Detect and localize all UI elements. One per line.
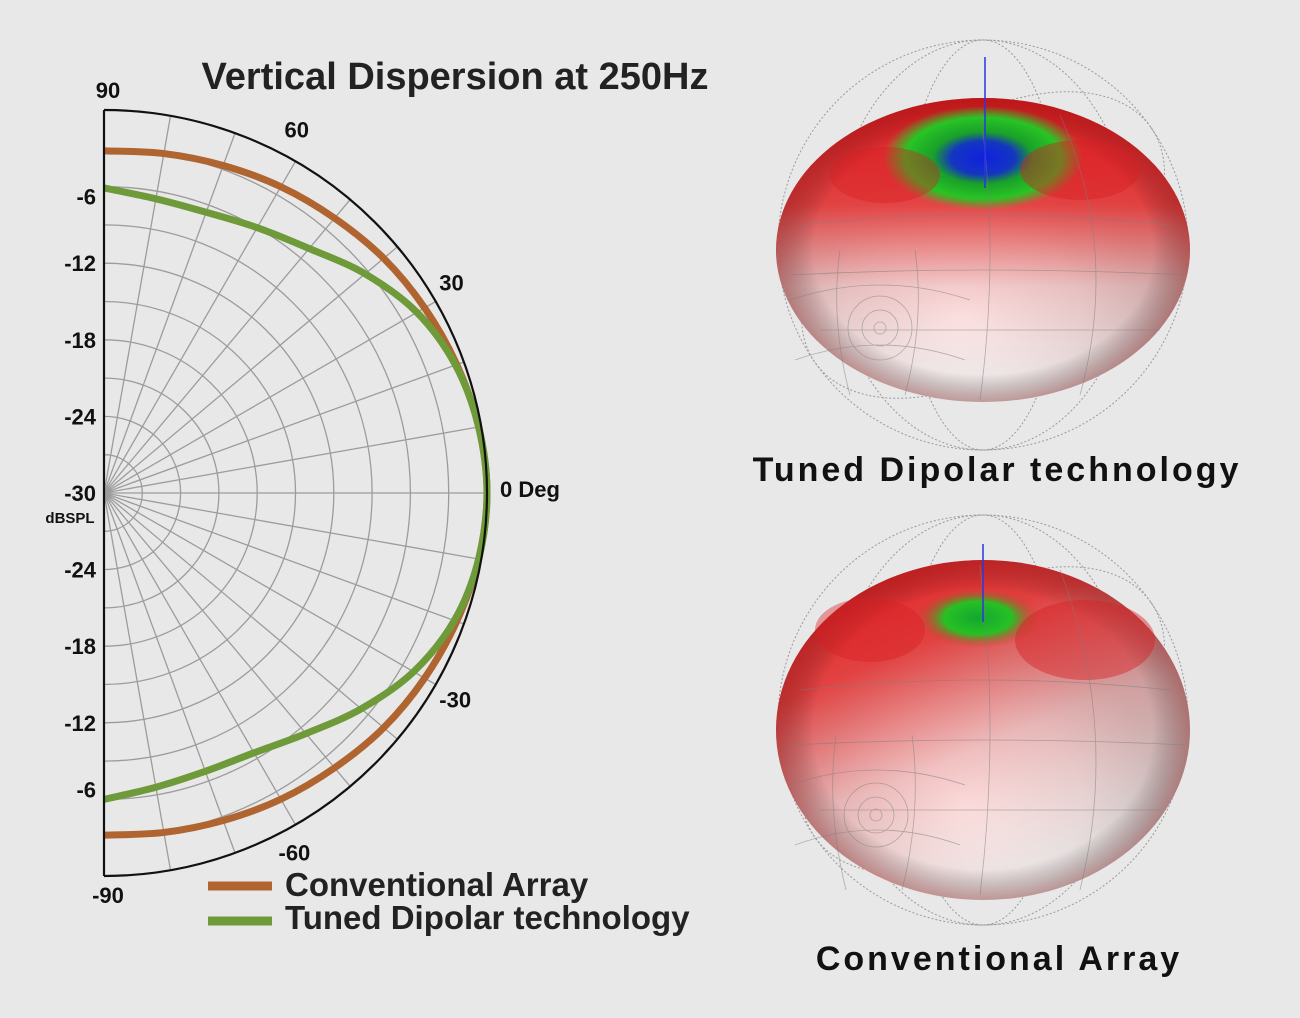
radial-tick-label: -6 [76,777,96,802]
balloon-caption-tuned-dipolar: Tuned Dipolar technology [753,451,1242,489]
polar-grid [104,115,487,871]
radial-tick-label: -12 [64,711,96,736]
radial-tick-label: -24 [64,404,97,429]
angle-tick-label: 30 [439,271,463,296]
radial-tick-label: -12 [64,251,96,276]
grid-spoke [104,361,465,494]
grid-spoke [104,492,172,871]
radial-tick-label: -30 [64,481,96,506]
legend-label-conventional: Conventional Array [285,866,589,903]
balloon-plot-conventional: Conventional Array [776,514,1190,978]
grid-spoke [104,246,398,494]
legend-item-conventional: Conventional Array [208,866,589,903]
polar-frame [102,108,489,878]
grid-spoke [104,425,482,494]
angle-tick-label: -30 [439,688,471,713]
grid-spoke [104,492,437,686]
angle-tick-label: 60 [285,118,309,143]
angle-tick-label: -60 [279,840,311,865]
grid-spoke [104,160,297,494]
legend-label-tuned-dipolar: Tuned Dipolar technology [285,899,690,936]
balloon-body [776,98,1190,402]
chart-title: Vertical Dispersion at 250Hz [202,56,709,98]
radial-tick-labels: -6 -12 -18 -24 -30 -24 -18 -12 -6 [64,185,97,803]
grid-spoke [104,492,465,625]
grid-spoke [104,492,236,854]
balloon-plot-tuned-dipolar: Tuned Dipolar technology [753,39,1242,489]
grid-spoke [104,492,297,826]
grid-spoke [104,492,398,740]
legend: Conventional Array Tuned Dipolar technol… [208,866,690,936]
radial-tick-label: -18 [64,328,96,353]
grid-spoke [104,300,437,494]
outer-arc [103,108,489,878]
radial-unit-label: dBSPL [45,510,94,527]
radial-tick-label: -24 [64,558,97,583]
radial-tick-label: -6 [76,185,96,210]
balloon-caption-conventional: Conventional Array [816,940,1182,978]
angle-tick-label: 0 Deg [500,477,560,502]
grid-spoke [104,199,351,494]
grid-spoke [104,492,351,787]
radial-tick-label: -18 [64,634,96,659]
angle-tick-labels: 90 60 30 0 Deg -30 -60 -90 [92,78,560,908]
angle-tick-label: 90 [96,78,120,103]
grid-spoke [104,492,482,561]
polar-chart: Vertical Dispersion at 250Hz 90 60 30 0 Deg… [45,56,709,936]
balloon-body [776,560,1190,900]
grid-spoke [104,115,172,494]
balloon-surface-grid [789,564,1186,896]
grid-spoke [104,132,236,494]
legend-item-tuned-dipolar: Tuned Dipolar technology [208,899,690,936]
angle-tick-label: -90 [92,883,124,908]
